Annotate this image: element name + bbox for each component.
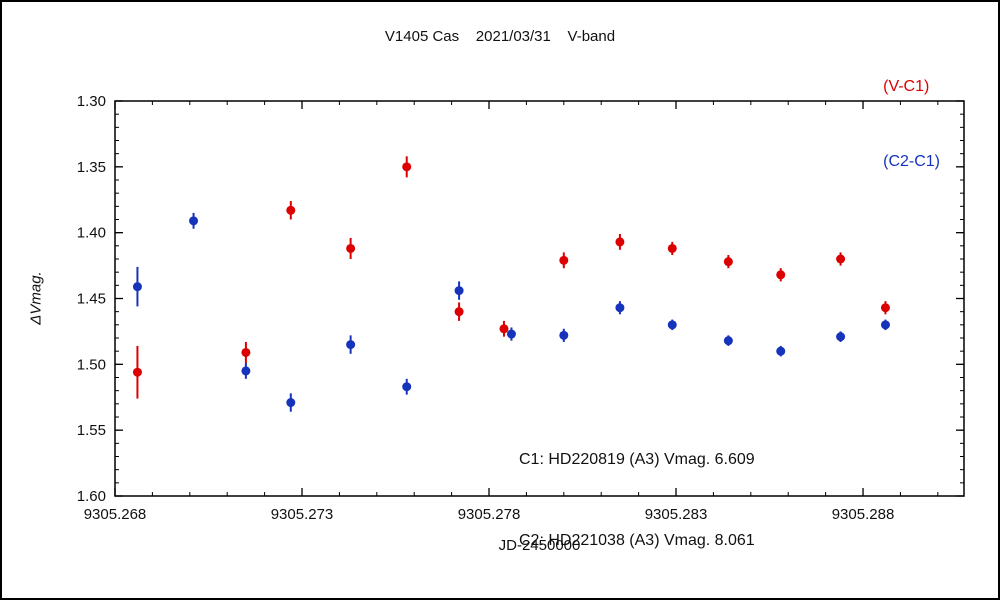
data-point-c2-c1 bbox=[286, 398, 296, 408]
x-tick-label: 9305.273 bbox=[271, 506, 334, 523]
data-point-c2-c1 bbox=[667, 320, 677, 330]
x-tick-label: 9305.288 bbox=[832, 506, 895, 523]
annotation-line-c1: C1: HD220819 (A3) Vmag. 6.609 bbox=[519, 451, 755, 468]
data-point-v-c1 bbox=[132, 367, 142, 377]
y-tick-label: 1.50 bbox=[77, 356, 106, 373]
x-axis-label: JD-2450000 bbox=[498, 537, 581, 554]
data-point-c2-c1 bbox=[132, 282, 142, 292]
data-point-v-c1 bbox=[776, 270, 786, 280]
legend: (V-C1) (C2-C1) bbox=[883, 24, 940, 224]
annotation-line-c2: C2: HD221038 (A3) Vmag. 8.061 bbox=[519, 532, 755, 549]
data-point-v-c1 bbox=[402, 162, 412, 172]
data-point-c2-c1 bbox=[402, 382, 412, 392]
y-tick-label: 1.30 bbox=[77, 93, 106, 110]
y-tick-label: 1.55 bbox=[77, 422, 106, 439]
data-point-c2-c1 bbox=[559, 330, 569, 340]
data-point-c2-c1 bbox=[189, 216, 199, 226]
annotation-box: C1: HD220819 (A3) Vmag. 6.609 C2: HD2210… bbox=[519, 392, 755, 598]
data-point-v-c1 bbox=[454, 307, 464, 317]
data-point-v-c1 bbox=[723, 257, 733, 267]
legend-item-v-c1: (V-C1) bbox=[883, 78, 930, 95]
data-point-c2-c1 bbox=[506, 329, 516, 339]
y-tick-label: 1.60 bbox=[77, 488, 106, 505]
x-tick-label: 9305.268 bbox=[84, 506, 147, 523]
data-point-c2-c1 bbox=[454, 286, 464, 296]
data-point-c2-c1 bbox=[346, 340, 356, 350]
data-point-c2-c1 bbox=[836, 332, 846, 342]
data-point-c2-c1 bbox=[776, 346, 786, 356]
data-point-c2-c1 bbox=[615, 303, 625, 313]
data-point-v-c1 bbox=[880, 303, 890, 313]
data-point-v-c1 bbox=[667, 243, 677, 253]
y-axis-label: ΔVmag. bbox=[27, 271, 45, 325]
legend-item-c2-c1: (C2-C1) bbox=[883, 153, 940, 170]
y-tick-label: 1.40 bbox=[77, 225, 106, 242]
data-point-v-c1 bbox=[499, 324, 509, 334]
data-point-c2-c1 bbox=[723, 336, 733, 346]
data-point-c2-c1 bbox=[880, 320, 890, 330]
data-point-v-c1 bbox=[836, 254, 846, 264]
data-point-v-c1 bbox=[615, 237, 625, 247]
chart-title: V1405 Cas 2021/03/31 V-band bbox=[384, 28, 616, 45]
data-point-v-c1 bbox=[241, 347, 251, 357]
x-tick-label: 9305.283 bbox=[645, 506, 708, 523]
y-tick-label: 1.45 bbox=[77, 291, 106, 308]
data-point-v-c1 bbox=[559, 255, 569, 265]
x-tick-label: 9305.278 bbox=[458, 506, 521, 523]
data-point-c2-c1 bbox=[241, 366, 251, 376]
data-point-v-c1 bbox=[286, 205, 296, 215]
data-point-v-c1 bbox=[346, 243, 356, 253]
y-tick-label: 1.35 bbox=[77, 159, 106, 176]
